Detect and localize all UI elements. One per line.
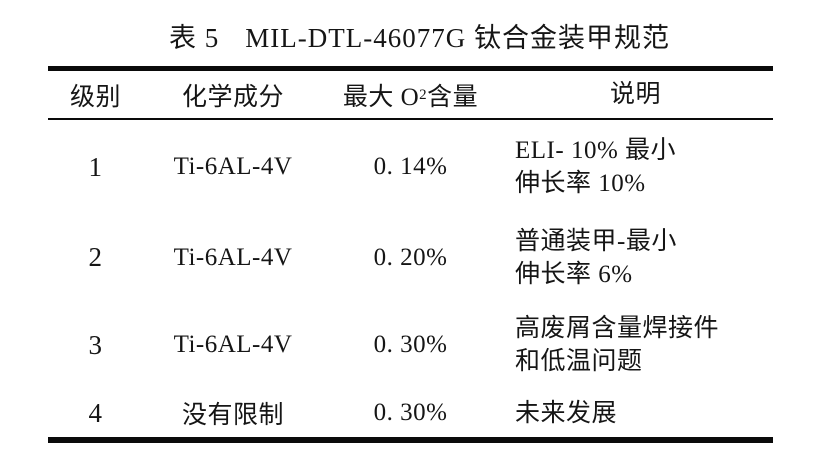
- description-cell: 未来发展: [515, 399, 618, 427]
- grade-cell: 3: [88, 329, 103, 360]
- table-row: 4 没有限制 0. 30% 未来发展: [48, 389, 773, 437]
- table-number: 表 5: [169, 23, 220, 53]
- max-o2-suffix: 含量: [427, 83, 479, 111]
- composition-cell: Ti-6AL-4V: [173, 153, 293, 180]
- description-cell: 高废屑含量焊接件 和低温问题: [515, 315, 720, 375]
- column-header-grade: 级别: [69, 83, 121, 111]
- column-header-composition: 化学成分: [181, 83, 284, 111]
- max-o2-cell: 0. 30%: [373, 399, 448, 426]
- max-o2-cell: 0. 14%: [373, 153, 448, 180]
- table-row: 3 Ti-6AL-4V 0. 30% 高废屑含量焊接件 和低温问题: [48, 301, 773, 389]
- table-title: MIL-DTL-46077G 钛合金装甲规范: [245, 23, 670, 53]
- table-row: 2 Ti-6AL-4V 0. 20% 普通装甲-最小 伸长率 6%: [48, 214, 773, 301]
- description-cell: ELI- 10% 最小 伸长率 10%: [515, 137, 677, 197]
- grade-cell: 2: [88, 242, 103, 272]
- max-o2-cell: 0. 30%: [373, 331, 448, 358]
- description-cell: 普通装甲-最小 伸长率 6%: [515, 227, 677, 288]
- table-caption: 表 5 MIL-DTL-46077G 钛合金装甲规范: [0, 16, 839, 55]
- max-o2-prefix: 最大 O: [342, 83, 420, 111]
- grade-cell: 1: [88, 151, 103, 182]
- max-o2-cell: 0. 20%: [373, 243, 448, 271]
- table-row: 1 Ti-6AL-4V 0. 14% ELI- 10% 最小 伸长率 10%: [48, 120, 773, 214]
- composition-cell: 没有限制: [181, 402, 284, 429]
- grade-cell: 4: [88, 397, 103, 428]
- composition-cell: Ti-6AL-4V: [173, 331, 293, 358]
- composition-cell: Ti-6AL-4V: [173, 243, 293, 271]
- column-header-description: 说明: [609, 81, 661, 108]
